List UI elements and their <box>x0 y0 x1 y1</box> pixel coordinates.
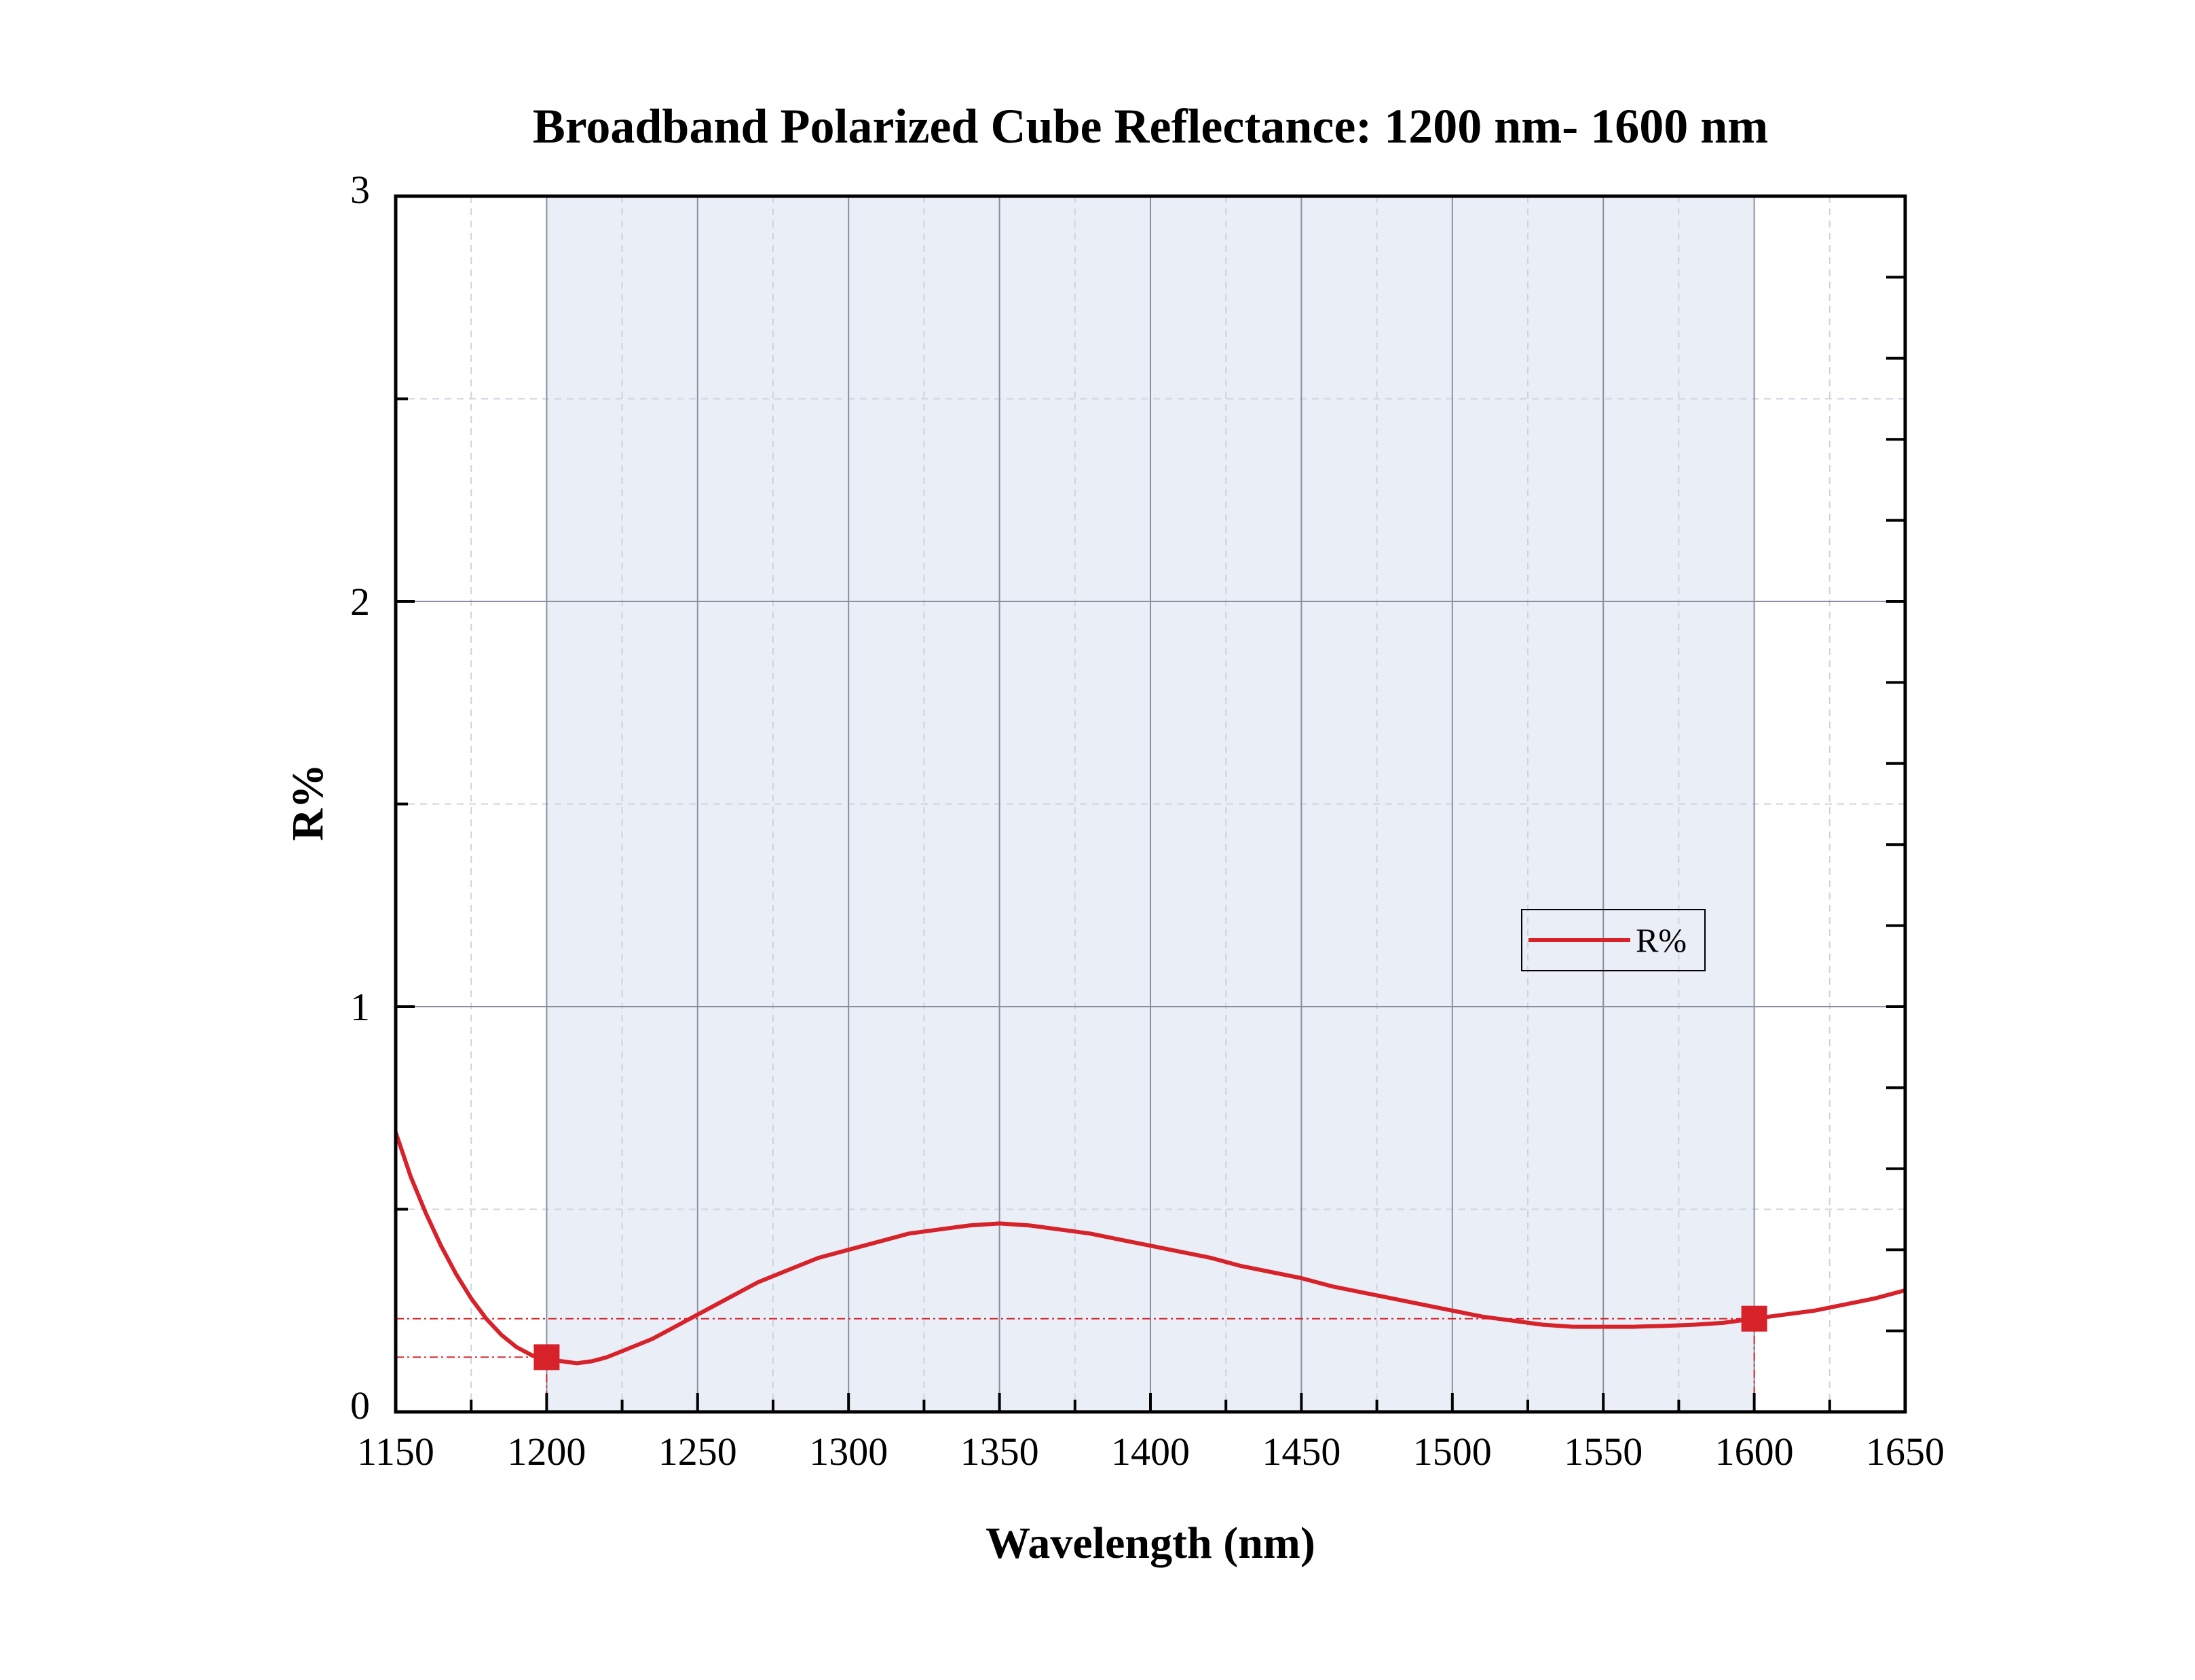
x-tick-label: 1150 <box>357 1430 434 1474</box>
x-tick-label: 1650 <box>1866 1430 1945 1474</box>
legend: R% <box>1521 909 1706 971</box>
y-axis-label: R% <box>283 764 333 841</box>
x-axis-label: Wavelength (nm) <box>986 1518 1315 1568</box>
x-tick-label: 1350 <box>960 1430 1039 1474</box>
x-tick-label: 1600 <box>1715 1430 1794 1474</box>
y-tick-label: 0 <box>350 1383 370 1427</box>
x-tick-label: 1450 <box>1262 1430 1340 1474</box>
data-marker-1600 <box>1741 1305 1767 1332</box>
legend-box <box>1521 909 1706 971</box>
x-tick-label: 1400 <box>1111 1430 1190 1474</box>
data-marker-1200 <box>533 1344 560 1370</box>
x-tick-label: 1200 <box>507 1430 586 1474</box>
plot-area: 1150 1200 1250 1300 1350 1400 1450 1500 1550 1600… <box>350 168 1945 1474</box>
x-tick-label: 1300 <box>809 1430 888 1474</box>
y-tick-label: 1 <box>350 985 370 1029</box>
x-tick-label: 1550 <box>1564 1430 1643 1474</box>
chart-title: Broadband Polarized Cube Reflectance: 12… <box>533 99 1769 153</box>
y-tick-label: 3 <box>350 168 370 212</box>
legend-label: R% <box>1636 921 1687 959</box>
x-tick-label: 1500 <box>1413 1430 1492 1474</box>
x-tick-label: 1250 <box>658 1430 737 1474</box>
y-tick-label: 2 <box>350 580 370 624</box>
